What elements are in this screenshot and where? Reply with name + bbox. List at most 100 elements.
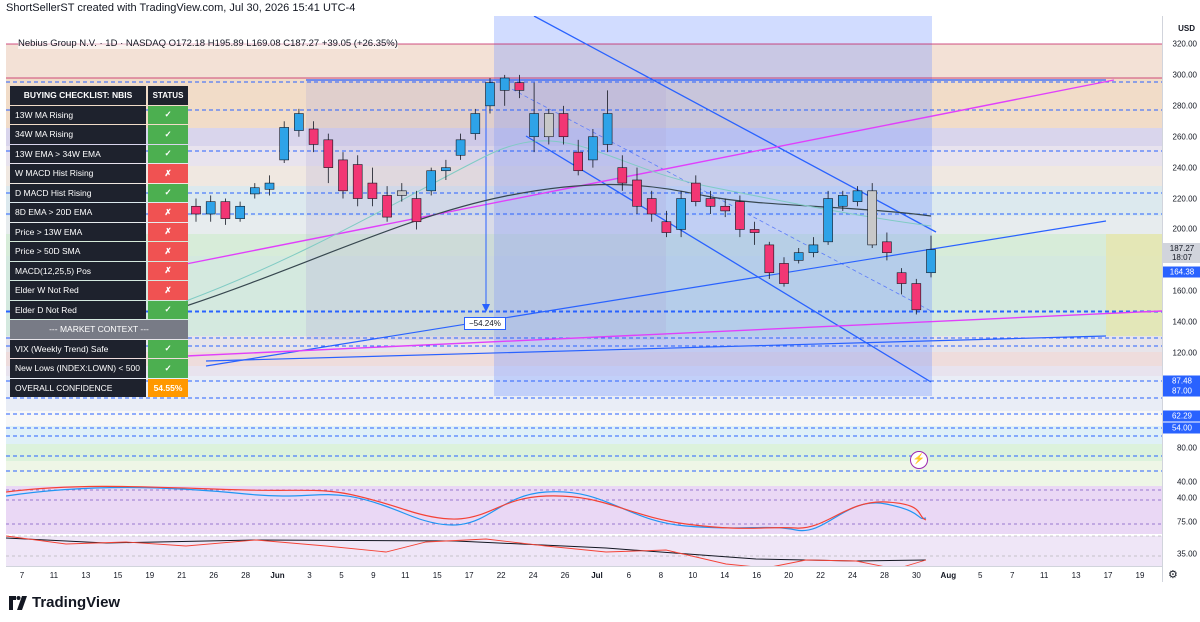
- price-zone-band: [6, 166, 1162, 186]
- footer-brand-text: TradingView: [32, 594, 121, 611]
- time-tick-label: 5: [339, 571, 344, 580]
- checklist-row: 13W MA Rising ✓: [10, 105, 188, 124]
- checklist-status: ✓: [148, 359, 188, 378]
- checklist-label: 8D EMA > 20D EMA: [10, 203, 146, 222]
- time-tick-label: 10: [688, 571, 698, 580]
- lower-trend-line: [205, 335, 1107, 362]
- candle-body: [602, 113, 613, 145]
- credit-text: ShortSellerST created with TradingView.c…: [6, 2, 356, 14]
- checklist-label: MACD(12,25,5) Pos: [10, 261, 146, 280]
- price-tick-label: 220.00: [1172, 194, 1197, 204]
- currency-label: USD: [1178, 24, 1195, 33]
- time-tick-label: 8: [658, 571, 664, 580]
- time-tick-label: 19: [145, 571, 155, 580]
- candle-body: [367, 182, 378, 199]
- checklist-header: BUYING CHECKLIST: NBIS STATUS: [10, 86, 188, 105]
- candle-body: [323, 139, 334, 168]
- checklist-label: Price > 13W EMA: [10, 222, 146, 241]
- magenta-trend-line: [185, 79, 1115, 265]
- candle-body: [588, 136, 598, 161]
- candle-body: [926, 249, 936, 274]
- checklist-status: ✗: [148, 281, 188, 300]
- time-axis[interactable]: 7 11 13 15 19 21 26 28 Jun 3 5 9 11 15 17 22 24 26 Jul 6 8 10…: [6, 566, 1162, 583]
- price-tick-label: 200.00: [1172, 224, 1197, 234]
- candle-body: [646, 198, 657, 215]
- oscillator-1-blue-line: [6, 486, 927, 532]
- drawdown-arrow-head: [482, 304, 490, 312]
- checklist-row: 13W EMA > 34W EMA ✓: [10, 144, 188, 163]
- candle-body: [264, 182, 275, 190]
- candle-body: [793, 252, 804, 261]
- candle-body: [455, 139, 466, 156]
- price-zone-band: [6, 461, 1162, 486]
- checklist-row: New Lows (INDEX:LOWN) < 500 ✓: [10, 359, 188, 378]
- candle-body: [573, 151, 584, 172]
- symbol-legend[interactable]: Nebius Group N.V. · 1D · NASDAQ O172.18 …: [18, 38, 398, 49]
- price-tick-label: 320.00: [1172, 39, 1197, 49]
- oscillator-2-red-line: [6, 535, 927, 570]
- checklist-row: 34W MA Rising ✓: [10, 125, 188, 144]
- last-price-label: 187.27: [1169, 244, 1195, 254]
- candle-body: [191, 205, 201, 215]
- last-price-tag: 187.27 18:07: [1163, 243, 1200, 264]
- magenta-lower-line: [185, 310, 1162, 357]
- candle-body: [485, 82, 495, 107]
- candle-body: [852, 190, 863, 202]
- price-zone-band: [6, 352, 1162, 366]
- time-tick-label: 26: [209, 571, 219, 580]
- checklist-label: VIX (Weekly Trend) Safe: [10, 339, 146, 358]
- time-tick-label: 15: [432, 571, 442, 580]
- candle-body: [426, 170, 437, 192]
- checklist-label: 13W MA Rising: [10, 105, 146, 124]
- bar-countdown-label: 18:07: [1171, 253, 1193, 263]
- checklist-label: Elder W Not Red: [10, 281, 146, 300]
- time-tick-label: 11: [1040, 571, 1049, 580]
- time-tick-label: Jul: [591, 571, 603, 580]
- checklist-row: Elder W Not Red ✗: [10, 281, 188, 300]
- projection-box: [1106, 234, 1162, 336]
- candle-body: [779, 263, 789, 284]
- candle-body: [558, 113, 569, 138]
- drawdown-annotation[interactable]: −54.24%: [464, 317, 506, 330]
- candle-body: [911, 283, 922, 311]
- oscillator-1-red-line: [6, 485, 927, 529]
- footer-brand: TradingView: [8, 594, 120, 611]
- price-axis[interactable]: USD 320.00 300.00 280.00 260.00 240.00 220.00…: [1162, 16, 1200, 582]
- checklist-status: ✓: [148, 144, 188, 163]
- time-tick-label: 26: [560, 571, 570, 580]
- price-tick-label: 240.00: [1172, 163, 1197, 173]
- price-zone-band: [6, 426, 1162, 444]
- price-zone-band: [6, 411, 1162, 426]
- support-trend-line: [205, 220, 1107, 367]
- candle-body: [396, 190, 407, 196]
- time-tick-label: 7: [1009, 571, 1015, 580]
- top-credit-bar: ShortSellerST created with TradingView.c…: [0, 0, 1200, 16]
- checklist-status: ✓: [148, 183, 188, 202]
- oscillator-2-tick-label: 75.00: [1176, 517, 1197, 527]
- candle-body: [882, 241, 892, 253]
- checklist-row: VIX (Weekly Trend) Safe ✓: [10, 339, 188, 358]
- oscillator-2-tick-label: 35.00: [1176, 549, 1197, 559]
- candle-body: [205, 201, 216, 215]
- lightning-icon[interactable]: ⚡: [910, 451, 928, 469]
- candle-body: [382, 195, 392, 218]
- checklist-row: 8D EMA > 20D EMA ✗: [10, 203, 188, 222]
- oscillator-1-tick-label: 80.00: [1176, 443, 1197, 453]
- time-tick-label: 17: [464, 571, 474, 580]
- price-zone-band: [6, 336, 1162, 352]
- candle-body: [220, 201, 231, 219]
- price-zone-band: [6, 78, 1162, 128]
- candle-body: [837, 195, 848, 207]
- time-tick-label: 6: [626, 571, 632, 580]
- price-zone-band: [6, 44, 1162, 78]
- checklist-label: Elder D Not Red: [10, 300, 146, 319]
- checklist-label: W MACD Hist Rising: [10, 164, 146, 183]
- candle-body: [632, 179, 642, 207]
- time-tick-label: 21: [177, 571, 187, 580]
- gear-icon[interactable]: ⚙: [1168, 569, 1178, 581]
- candle-body: [720, 205, 731, 212]
- candle-body: [896, 272, 907, 284]
- time-tick-label: 19: [1135, 571, 1145, 580]
- candle-body: [441, 167, 451, 172]
- candle-body: [676, 198, 686, 230]
